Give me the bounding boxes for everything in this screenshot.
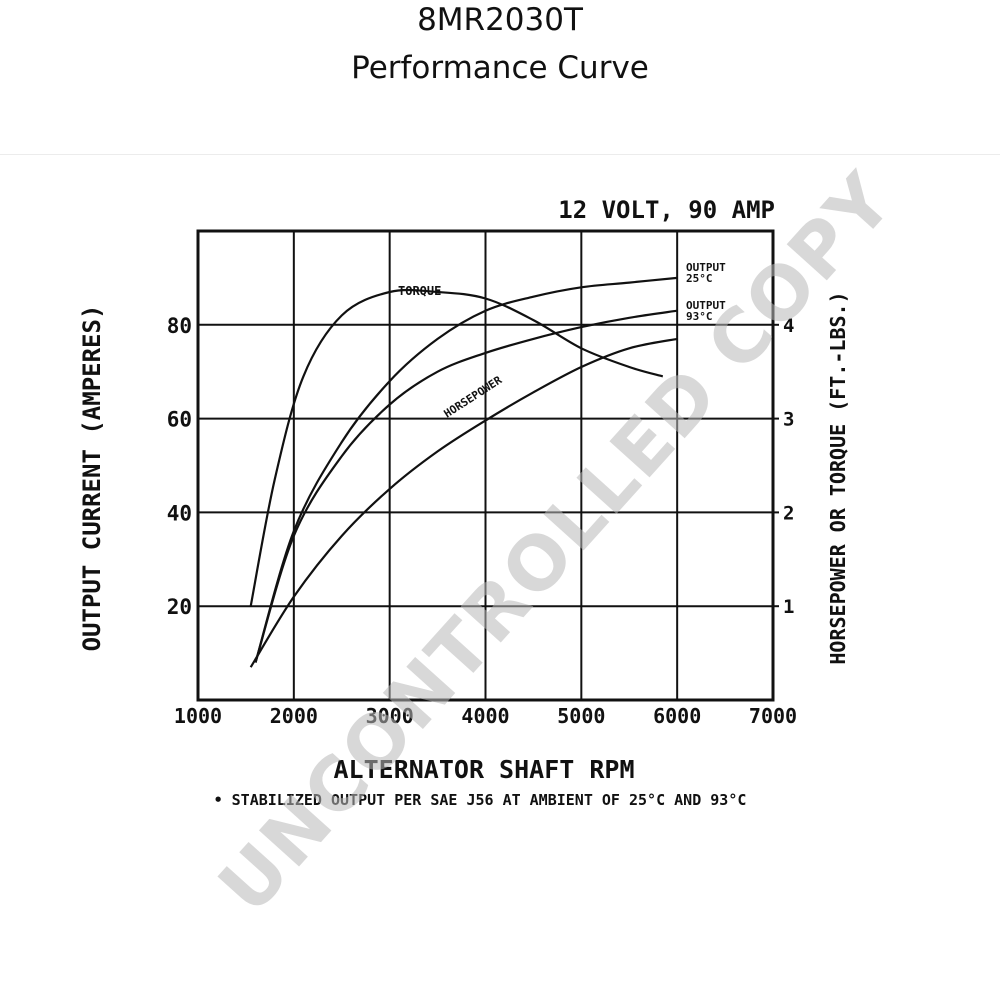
y-axis-label-left: OUTPUT CURRENT (AMPERES)	[78, 305, 106, 652]
series-label-text: 25°C	[686, 272, 713, 285]
y-tick-label-right: 3	[783, 409, 794, 431]
page-subtitle: Performance Curve	[351, 50, 649, 86]
series-label-text: TORQUE	[398, 284, 441, 298]
x-tick-label: 6000	[653, 704, 701, 728]
series-line-output-25-c	[254, 276, 678, 663]
series-label-text: OUTPUT	[686, 299, 726, 312]
chart-title: 12 VOLT, 90 AMP	[558, 196, 775, 224]
series-label-text: 93°C	[686, 310, 713, 323]
x-tick-label: 5000	[557, 704, 605, 728]
x-tick-label: 4000	[461, 704, 509, 728]
page-title: 8MR2030T	[417, 2, 583, 38]
x-tick-label: 2000	[270, 704, 318, 728]
x-tick-label: 7000	[749, 704, 797, 728]
footnote: • STABILIZED OUTPUT PER SAE J56 AT AMBIE…	[214, 791, 747, 809]
series-label-text: OUTPUT	[686, 261, 726, 274]
series-line-torque	[249, 288, 664, 607]
x-tick-label: 3000	[366, 704, 414, 728]
series-line-horsepower	[249, 337, 678, 668]
watermark-text: UNCONTROLLED COPY	[202, 157, 910, 930]
y-tick-label-left: 80	[167, 314, 192, 338]
series-label-torque: TORQUE	[398, 284, 441, 298]
y-tick-label-right: 1	[783, 596, 794, 618]
y-tick-label-left: 40	[167, 501, 192, 525]
y-tick-label-left: 20	[167, 595, 192, 619]
y-tick-label-left: 60	[167, 408, 192, 432]
x-tick-label: 1000	[174, 704, 222, 728]
header-divider	[0, 154, 1000, 155]
series-layer	[249, 276, 678, 668]
y-axis-label-right: HORSEPOWER OR TORQUE (FT.-LBS.)	[826, 291, 850, 664]
grid	[196, 229, 779, 702]
series-line-output-93-c	[254, 309, 678, 663]
x-axis-label: ALTERNATOR SHAFT RPM	[333, 755, 634, 784]
y-tick-label-right: 2	[783, 502, 794, 524]
y-tick-label-right: 4	[783, 315, 794, 337]
